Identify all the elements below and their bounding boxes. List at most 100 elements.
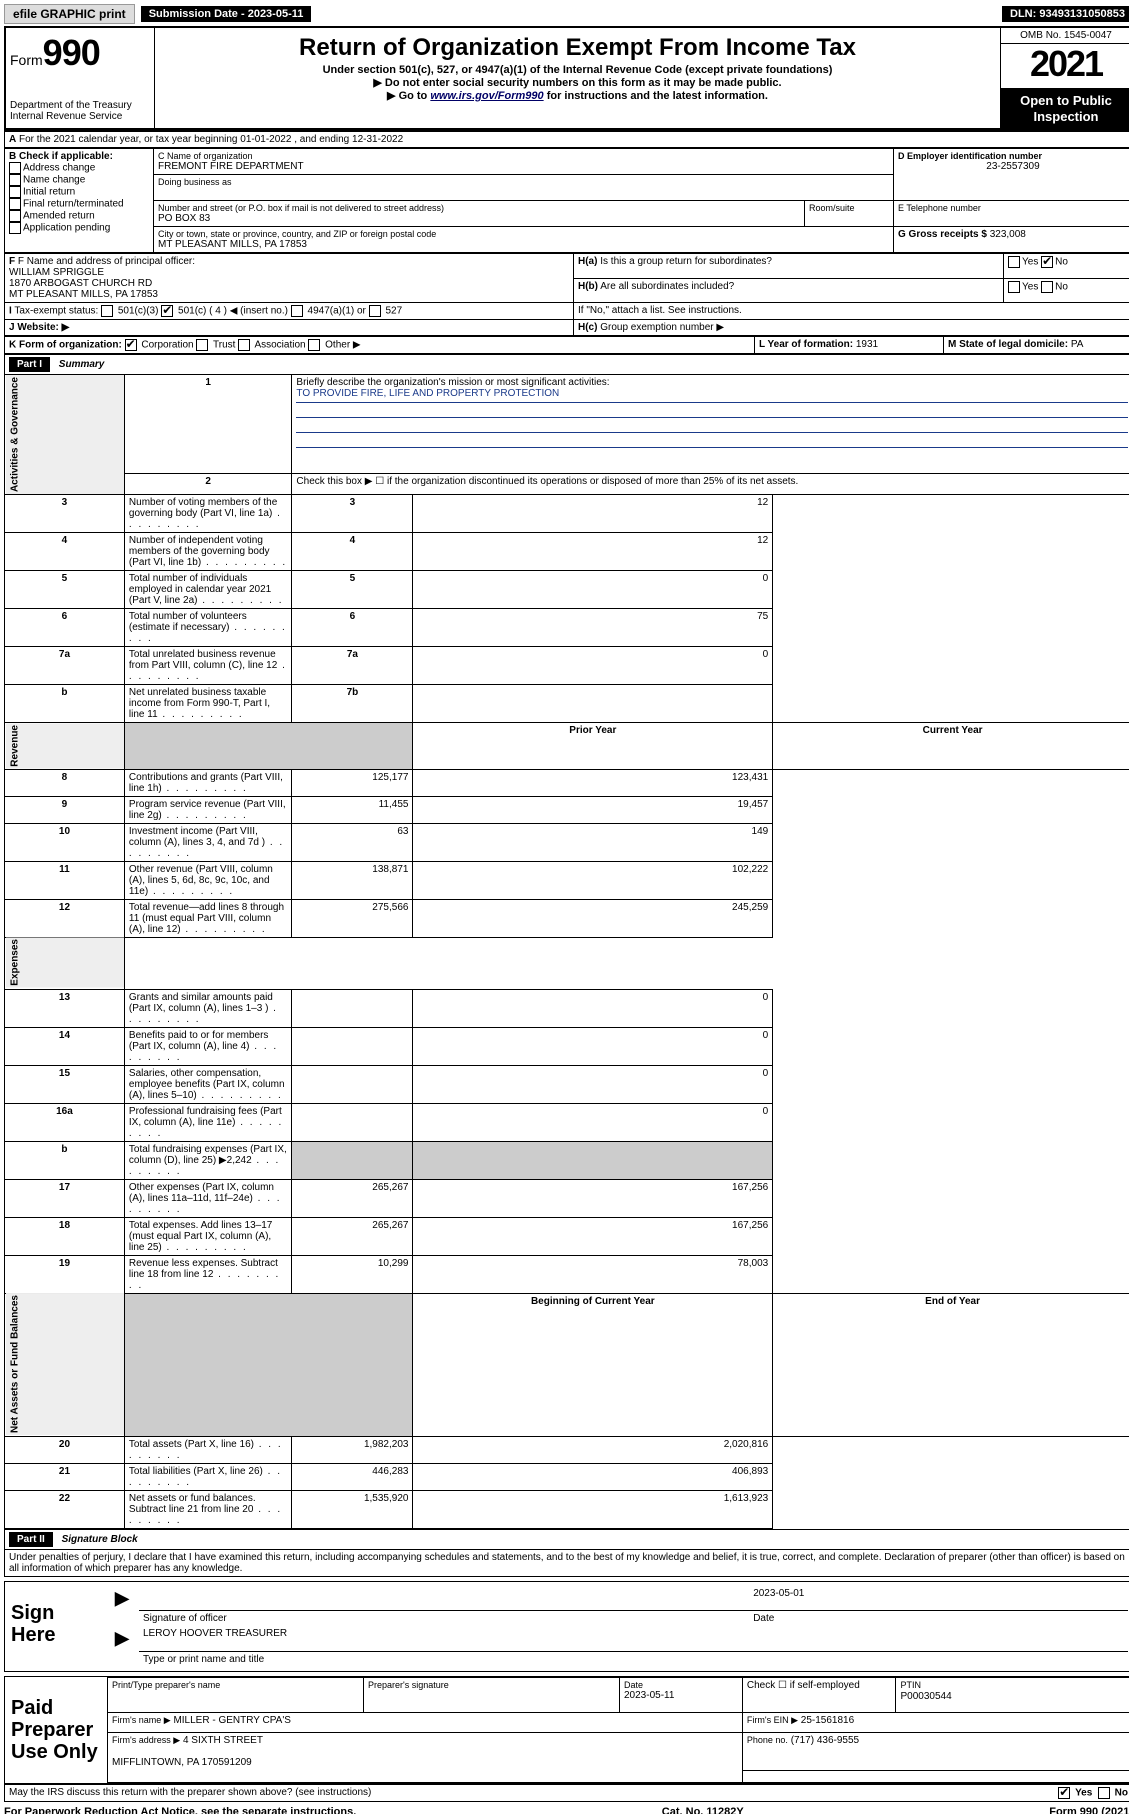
pt-date-label: Date [624,1680,738,1690]
part2-title: Signature Block [56,1534,138,1545]
h-a-answer[interactable]: Yes No [1004,254,1129,279]
row-value: 0 [413,647,773,685]
mission-text: TO PROVIDE FIRE, LIFE AND PROPERTY PROTE… [296,388,1128,403]
discuss-no[interactable] [1098,1787,1110,1799]
row-text: Salaries, other compensation, employee b… [124,1065,292,1103]
row-curr: 0 [413,989,773,1027]
line1: Briefly describe the organization's miss… [292,375,1129,474]
row-prior [292,989,413,1027]
subtitle-1: Under section 501(c), 527, or 4947(a)(1)… [163,64,992,76]
row-prior: 275,566 [292,899,413,937]
subtitle-2: ▶ Do not enter social security numbers o… [163,76,992,89]
paperwork-notice: For Paperwork Reduction Act Notice, see … [4,1806,356,1814]
row-curr: 102,222 [413,861,773,899]
form-ref: Form 990 (2021) [1049,1806,1129,1814]
row-text: Total expenses. Add lines 13–17 (must eq… [124,1217,292,1255]
col-prior: Prior Year [413,723,773,770]
row-value [413,685,773,723]
m-state: M State of legal domicile: PA [944,337,1129,354]
chk-corp[interactable] [125,339,137,351]
row-box: 7a [292,647,413,685]
pt-sig-label: Preparer's signature [368,1680,615,1690]
row-text: Net assets or fund balances. Subtract li… [124,1490,292,1528]
row-num: 16a [5,1103,125,1141]
row-text: Total revenue—add lines 8 through 11 (mu… [124,899,292,937]
chk-name-change[interactable]: Name change [9,174,149,186]
irs-link[interactable]: www.irs.gov/Form990 [430,90,543,102]
row-num: b [5,1141,125,1179]
side-revenue: Revenue [5,723,125,770]
pt-self-employed[interactable]: Check ☐ if self-employed [742,1677,896,1712]
row-prior: 446,283 [292,1463,413,1490]
row-num: 6 [5,609,125,647]
h-a: H(a) Is this a group return for subordin… [574,254,1004,279]
row-curr: 167,256 [413,1179,773,1217]
row-value: 12 [413,495,773,533]
sig-officer-line [139,1586,749,1611]
chk-527[interactable] [369,305,381,317]
row-prior: 125,177 [292,769,413,796]
street-address: PO BOX 83 [158,213,800,224]
chk-application-pending[interactable]: Application pending [9,222,149,234]
form-header: Form990 Department of the Treasury Inter… [4,26,1129,131]
subtitle-3: ▶ Go to www.irs.gov/Form990 for instruct… [163,89,992,102]
firm-addr1: 4 SIXTH STREET [183,1735,263,1746]
row-curr: 0 [413,1065,773,1103]
h-b-note: If "No," attach a list. See instructions… [574,303,1129,320]
chk-final-return[interactable]: Final return/terminated [9,198,149,210]
part2-hdr: Part II [9,1532,53,1547]
chk-address-change[interactable]: Address change [9,162,149,174]
ptin-label: PTIN [900,1680,921,1690]
row-curr: 149 [413,823,773,861]
row-text: Grants and similar amounts paid (Part IX… [124,989,292,1027]
penalties-text: Under penalties of perjury, I declare th… [5,1549,1129,1576]
col-begin: Beginning of Current Year [413,1293,773,1436]
chk-501c3[interactable] [101,305,113,317]
officer-typed-label: Type or print name and title [139,1651,1128,1667]
dba-label: Doing business as [158,177,889,187]
row-num: 22 [5,1490,125,1528]
officer-addr1: 1870 ARBOGAST CHURCH RD [9,278,569,289]
chk-initial-return[interactable]: Initial return [9,186,149,198]
row-prior [292,1027,413,1065]
line-b-label: B Check if applicable: [9,151,149,162]
row-prior: 265,267 [292,1217,413,1255]
line2: Check this box ▶ ☐ if the organization d… [292,474,1129,495]
chk-501c[interactable] [161,305,173,317]
row-num: 15 [5,1065,125,1103]
c-name-label: C Name of organization [158,151,889,161]
row-prior: 10,299 [292,1255,413,1293]
h-b-answer[interactable]: Yes No [1004,278,1129,303]
row-prior: 138,871 [292,861,413,899]
j-label: Website: ▶ [17,322,69,333]
row-text: Number of independent voting members of … [124,533,292,571]
form-title: Return of Organization Exempt From Incom… [163,34,992,62]
chk-other[interactable] [308,339,320,351]
cat-no: Cat. No. 11282Y [662,1806,744,1814]
row-num: 21 [5,1463,125,1490]
row-text: Total fundraising expenses (Part IX, col… [124,1141,292,1179]
row-prior [292,1141,413,1179]
discuss-yes[interactable] [1058,1787,1070,1799]
col-current: Current Year [773,723,1129,770]
row-num: 11 [5,861,125,899]
chk-amended-return[interactable]: Amended return [9,210,149,222]
efile-print-button[interactable]: efile GRAPHIC print [4,4,135,24]
officer-name: WILLIAM SPRIGGLE [9,267,569,278]
line-a: A For the 2021 calendar year, or tax yea… [5,132,1129,148]
row-prior: 265,267 [292,1179,413,1217]
ptin: P00030544 [900,1691,951,1702]
chk-4947[interactable] [291,305,303,317]
chk-trust[interactable] [196,339,208,351]
row-box: 3 [292,495,413,533]
discuss-line: May the IRS discuss this return with the… [5,1784,1129,1801]
chk-assoc[interactable] [238,339,250,351]
row-text: Program service revenue (Part VIII, line… [124,796,292,823]
row-num: 10 [5,823,125,861]
ein: 23-2557309 [898,161,1128,172]
firm-ein-label: Firm's EIN ▶ [747,1715,798,1725]
row-num: 7a [5,647,125,685]
row-num: 4 [5,533,125,571]
row-num: 3 [5,495,125,533]
row-curr: 406,893 [413,1463,773,1490]
